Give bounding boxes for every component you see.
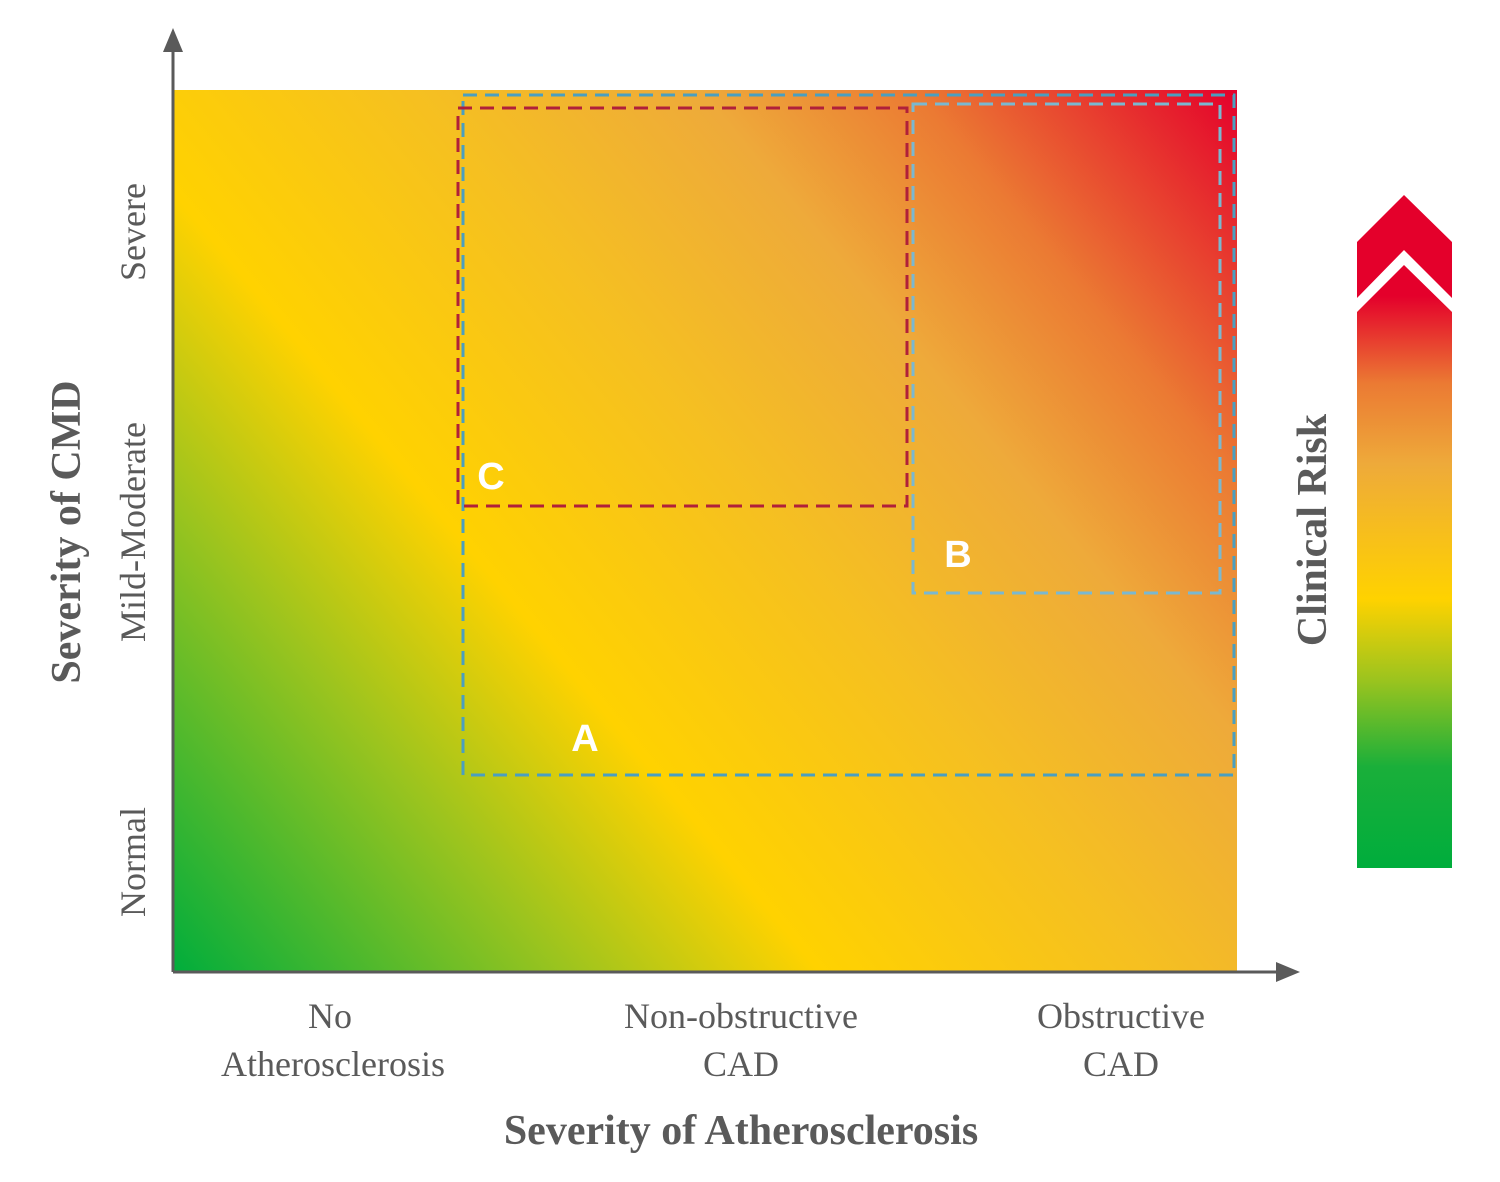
x-axis-arrow — [1276, 962, 1300, 982]
x-level: Obstructive — [1037, 996, 1205, 1036]
x-level: CAD — [1083, 1044, 1159, 1084]
y-axis-title: Severity of CMD — [44, 380, 90, 683]
x-level: CAD — [703, 1044, 779, 1084]
x-level: Atherosclerosis — [221, 1044, 445, 1084]
region-b-box — [911, 102, 1222, 595]
region-label: B — [944, 534, 971, 576]
heatmap-area — [173, 90, 1237, 972]
y-level: Mild-Moderate — [113, 422, 153, 642]
region-a-box — [461, 93, 1236, 777]
x-axis-title: Severity of Atherosclerosis — [504, 1108, 978, 1154]
region-label: C — [477, 456, 504, 498]
risk-arrow-chevron — [1357, 195, 1452, 298]
region-label: A — [571, 718, 598, 760]
region-c-box — [456, 106, 909, 508]
risk-arrow-body — [1357, 265, 1452, 868]
y-level: Severe — [113, 183, 153, 281]
risk-label: Clinical Risk — [1290, 413, 1336, 646]
x-level: Non-obstructive — [624, 996, 858, 1036]
y-axis-arrow — [163, 28, 183, 52]
x-level: No — [308, 996, 352, 1036]
y-level: Normal — [113, 807, 153, 917]
